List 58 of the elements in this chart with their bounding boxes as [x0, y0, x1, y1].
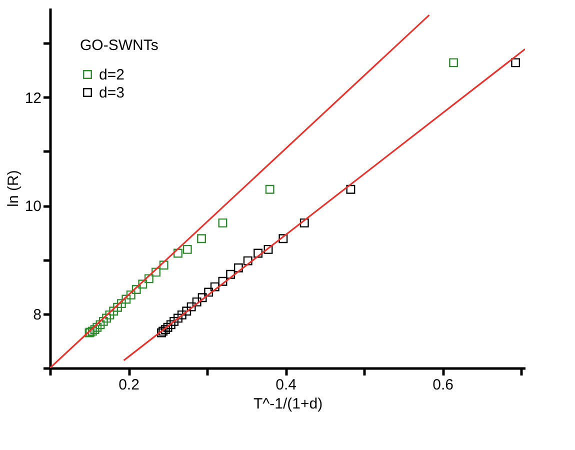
- point: [152, 268, 160, 277]
- legend-label: d=2: [99, 66, 124, 84]
- point: [163, 322, 172, 332]
- point: [346, 184, 356, 194]
- point: [243, 256, 252, 266]
- point: [198, 293, 207, 302]
- point: [92, 322, 102, 332]
- point: [105, 310, 114, 320]
- point: [204, 288, 214, 297]
- point: [122, 294, 131, 304]
- point: [166, 320, 176, 330]
- point: [197, 234, 206, 244]
- point: [186, 302, 196, 312]
- point: [170, 316, 179, 326]
- point: [109, 306, 118, 316]
- point: [126, 290, 136, 300]
- point: [449, 58, 458, 68]
- point: [160, 325, 170, 334]
- point: [300, 218, 309, 228]
- point: [132, 285, 141, 294]
- point: [98, 316, 108, 326]
- y-tick-label: 8: [33, 306, 42, 324]
- point: [174, 314, 182, 323]
- point: [254, 248, 263, 258]
- point: [157, 328, 166, 338]
- point: [218, 276, 228, 286]
- x-axis-title: T^-1/(1+d): [253, 396, 323, 412]
- point: [210, 282, 220, 292]
- point: [182, 244, 192, 254]
- point: [96, 320, 105, 330]
- y-tick-label: 10: [24, 198, 42, 216]
- x-tick-label: 0.4: [276, 376, 296, 394]
- x-tick-label: 0.2: [118, 376, 140, 394]
- point: [102, 314, 111, 323]
- point: [88, 326, 97, 336]
- point: [278, 234, 288, 244]
- legend-label: d=3: [99, 84, 124, 102]
- point: [138, 280, 148, 289]
- point: [226, 270, 236, 279]
- y-tick-label: 12: [24, 90, 42, 107]
- legend-title: GO-SWNTs: [80, 37, 158, 54]
- point: [182, 306, 192, 316]
- point: [234, 263, 243, 272]
- point: [144, 274, 154, 284]
- point: [511, 58, 520, 68]
- point: [264, 244, 273, 254]
- point: [218, 218, 228, 228]
- point: [174, 248, 182, 258]
- point: [159, 260, 168, 270]
- point: [113, 302, 122, 312]
- point: [158, 326, 168, 336]
- point: [116, 299, 126, 308]
- point: [192, 297, 202, 306]
- y-axis-title: ln (R): [4, 170, 22, 207]
- point: [90, 325, 100, 334]
- point: [177, 310, 186, 320]
- point: [265, 184, 274, 194]
- x-tick-label: 0.6: [432, 376, 454, 394]
